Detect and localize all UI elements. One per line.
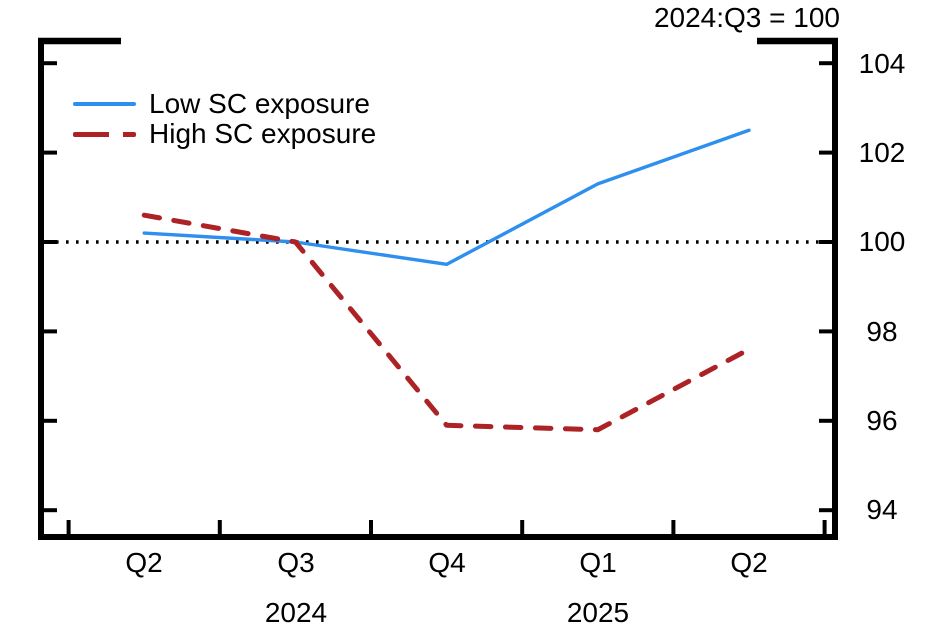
legend-line-sample-low-sc	[73, 102, 136, 106]
chart-title: 2024:Q3 = 100	[653, 2, 840, 33]
y-tick-label: 104	[858, 48, 906, 79]
y-tick-label: 102	[858, 137, 906, 168]
chart-legend: Low SC exposure High SC exposure	[73, 89, 376, 149]
series-line-low-sc	[142, 128, 751, 267]
legend-item-high-sc: High SC exposure	[73, 119, 376, 149]
legend-item-low-sc: Low SC exposure	[73, 89, 376, 119]
x-year-label: 2025	[566, 597, 630, 628]
x-tick-label: Q1	[579, 547, 617, 578]
legend-label: Low SC exposure	[149, 88, 371, 119]
x-tick-label: Q3	[277, 547, 315, 578]
x-year-label: 2024	[264, 597, 328, 628]
x-tick-label: Q4	[428, 547, 466, 578]
x-tick-label: Q2	[730, 547, 768, 578]
legend-label: High SC exposure	[149, 118, 377, 149]
y-tick-label: 100	[858, 226, 906, 257]
y-tick-label: 98	[866, 316, 898, 347]
y-tick-label: 94	[866, 494, 898, 525]
legend-line-sample-high-sc	[73, 131, 136, 137]
x-tick-label: Q2	[125, 547, 163, 578]
series-line-high-sc	[141, 212, 752, 433]
y-tick-label: 96	[866, 405, 898, 436]
